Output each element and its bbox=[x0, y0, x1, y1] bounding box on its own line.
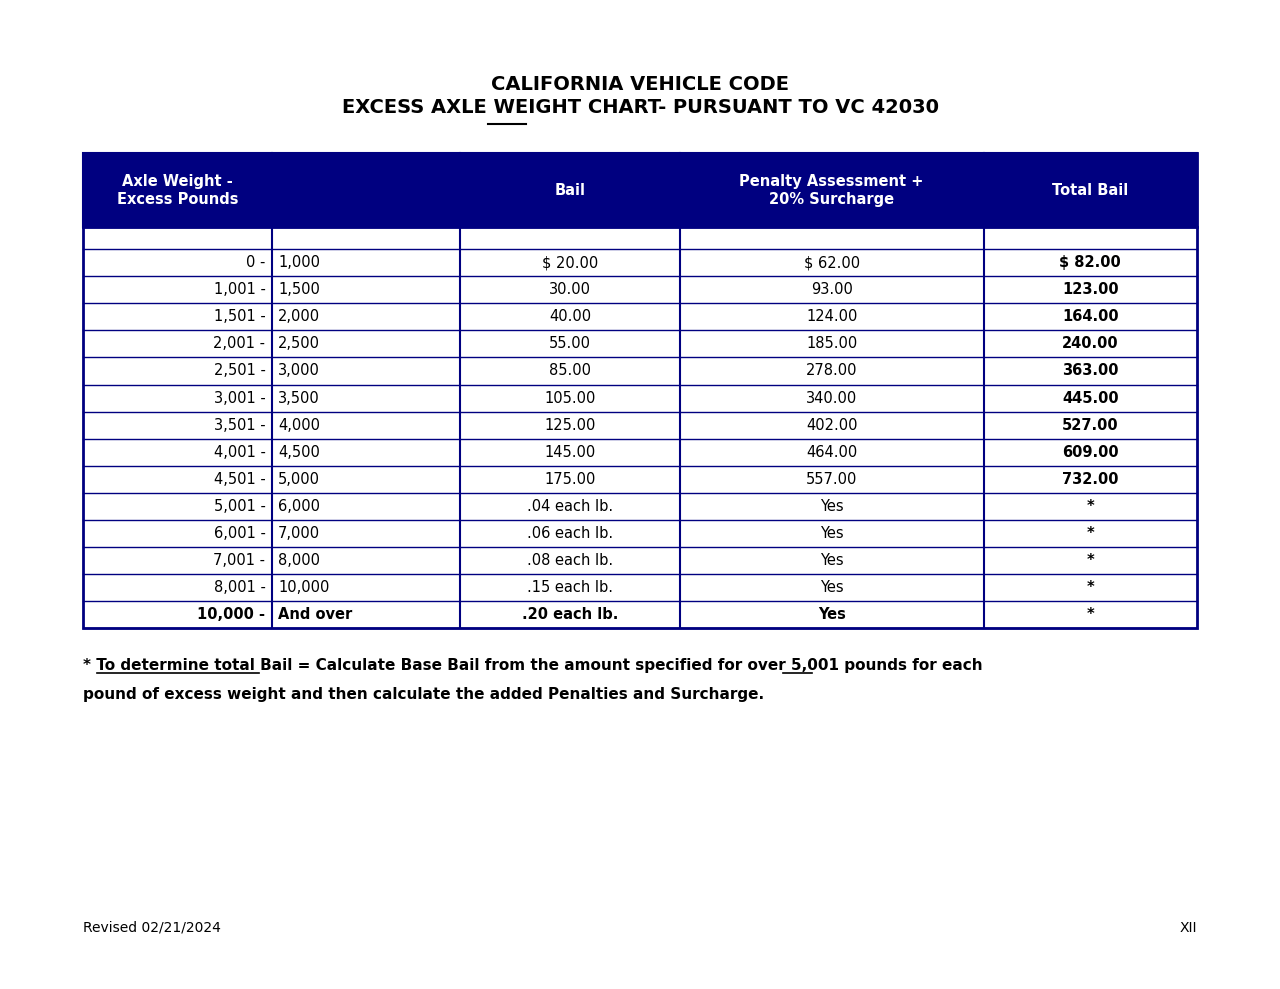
Text: 125.00: 125.00 bbox=[544, 417, 595, 432]
Text: *: * bbox=[1087, 526, 1094, 541]
Text: 55.00: 55.00 bbox=[549, 336, 591, 351]
Text: 123.00: 123.00 bbox=[1062, 282, 1119, 298]
Text: 10,000 -: 10,000 - bbox=[197, 607, 265, 622]
Text: Revised 02/21/2024: Revised 02/21/2024 bbox=[83, 921, 221, 935]
Text: 3,001 -: 3,001 - bbox=[214, 391, 265, 405]
Text: .06 each lb.: .06 each lb. bbox=[527, 526, 613, 541]
Text: 1,000: 1,000 bbox=[278, 255, 320, 270]
Text: $ 62.00: $ 62.00 bbox=[804, 255, 860, 270]
Text: 124.00: 124.00 bbox=[806, 310, 858, 324]
Text: *: * bbox=[1087, 498, 1094, 513]
Text: 732.00: 732.00 bbox=[1062, 472, 1119, 487]
Text: 464.00: 464.00 bbox=[806, 445, 858, 460]
Text: 3,000: 3,000 bbox=[278, 364, 320, 379]
Text: 4,500: 4,500 bbox=[278, 445, 320, 460]
Text: .15 each lb.: .15 each lb. bbox=[527, 580, 613, 595]
Text: Axle Weight -
Excess Pounds: Axle Weight - Excess Pounds bbox=[116, 174, 238, 207]
Text: 5,001 -: 5,001 - bbox=[214, 498, 265, 513]
Text: 1,001 -: 1,001 - bbox=[214, 282, 265, 298]
Text: Yes: Yes bbox=[820, 580, 844, 595]
Text: 6,001 -: 6,001 - bbox=[214, 526, 265, 541]
Text: 7,000: 7,000 bbox=[278, 526, 320, 541]
Text: 445.00: 445.00 bbox=[1062, 391, 1119, 405]
Text: * To determine total Bail = Calculate Base Bail from the amount specified for ov: * To determine total Bail = Calculate Ba… bbox=[83, 658, 983, 673]
Text: And over: And over bbox=[278, 607, 352, 622]
Text: 105.00: 105.00 bbox=[544, 391, 595, 405]
Text: 30.00: 30.00 bbox=[549, 282, 591, 298]
Text: .04 each lb.: .04 each lb. bbox=[527, 498, 613, 513]
Text: Yes: Yes bbox=[820, 498, 844, 513]
Text: 557.00: 557.00 bbox=[806, 472, 858, 487]
Text: 7,001 -: 7,001 - bbox=[214, 553, 265, 568]
Text: Yes: Yes bbox=[818, 607, 846, 622]
Text: 40.00: 40.00 bbox=[549, 310, 591, 324]
Text: 340.00: 340.00 bbox=[806, 391, 858, 405]
Text: *: * bbox=[1087, 553, 1094, 568]
Text: 8,000: 8,000 bbox=[278, 553, 320, 568]
Text: Total Bail: Total Bail bbox=[1052, 183, 1129, 198]
Text: .08 each lb.: .08 each lb. bbox=[527, 553, 613, 568]
Text: EXCESS AXLE WEIGHT CHART- PURSUANT TO VC 42030: EXCESS AXLE WEIGHT CHART- PURSUANT TO VC… bbox=[342, 98, 938, 118]
Text: 6,000: 6,000 bbox=[278, 498, 320, 513]
Text: 3,501 -: 3,501 - bbox=[214, 417, 265, 432]
Text: .20 each lb.: .20 each lb. bbox=[522, 607, 618, 622]
Text: *: * bbox=[1087, 607, 1094, 622]
Text: 2,001 -: 2,001 - bbox=[214, 336, 265, 351]
Text: 240.00: 240.00 bbox=[1062, 336, 1119, 351]
Text: 609.00: 609.00 bbox=[1062, 445, 1119, 460]
Text: 402.00: 402.00 bbox=[806, 417, 858, 432]
Text: 363.00: 363.00 bbox=[1062, 364, 1119, 379]
Text: pound of excess weight and then calculate the added Penalties and Surcharge.: pound of excess weight and then calculat… bbox=[83, 687, 764, 702]
Text: 3,500: 3,500 bbox=[278, 391, 320, 405]
Text: Yes: Yes bbox=[820, 526, 844, 541]
Text: 93.00: 93.00 bbox=[810, 282, 852, 298]
Text: 4,001 -: 4,001 - bbox=[214, 445, 265, 460]
Text: 8,001 -: 8,001 - bbox=[214, 580, 265, 595]
Text: 2,501 -: 2,501 - bbox=[214, 364, 265, 379]
Text: 145.00: 145.00 bbox=[544, 445, 595, 460]
Text: 1,501 -: 1,501 - bbox=[214, 310, 265, 324]
Text: 527.00: 527.00 bbox=[1062, 417, 1119, 432]
Text: XII: XII bbox=[1179, 921, 1197, 935]
Text: *: * bbox=[1087, 580, 1094, 595]
Text: 4,000: 4,000 bbox=[278, 417, 320, 432]
Text: 164.00: 164.00 bbox=[1062, 310, 1119, 324]
Text: 278.00: 278.00 bbox=[806, 364, 858, 379]
Text: 2,500: 2,500 bbox=[278, 336, 320, 351]
Text: 175.00: 175.00 bbox=[544, 472, 595, 487]
Text: 5,000: 5,000 bbox=[278, 472, 320, 487]
Text: 85.00: 85.00 bbox=[549, 364, 591, 379]
Text: $ 82.00: $ 82.00 bbox=[1060, 255, 1121, 270]
Text: 1,500: 1,500 bbox=[278, 282, 320, 298]
Text: $ 20.00: $ 20.00 bbox=[541, 255, 598, 270]
Text: 10,000: 10,000 bbox=[278, 580, 330, 595]
Text: Penalty Assessment +
20% Surcharge: Penalty Assessment + 20% Surcharge bbox=[740, 174, 924, 207]
Text: 185.00: 185.00 bbox=[806, 336, 858, 351]
Text: 0 -: 0 - bbox=[246, 255, 265, 270]
Text: Bail: Bail bbox=[554, 183, 585, 198]
Text: 2,000: 2,000 bbox=[278, 310, 320, 324]
Text: 4,501 -: 4,501 - bbox=[214, 472, 265, 487]
Text: CALIFORNIA VEHICLE CODE: CALIFORNIA VEHICLE CODE bbox=[492, 74, 788, 94]
Text: Yes: Yes bbox=[820, 553, 844, 568]
